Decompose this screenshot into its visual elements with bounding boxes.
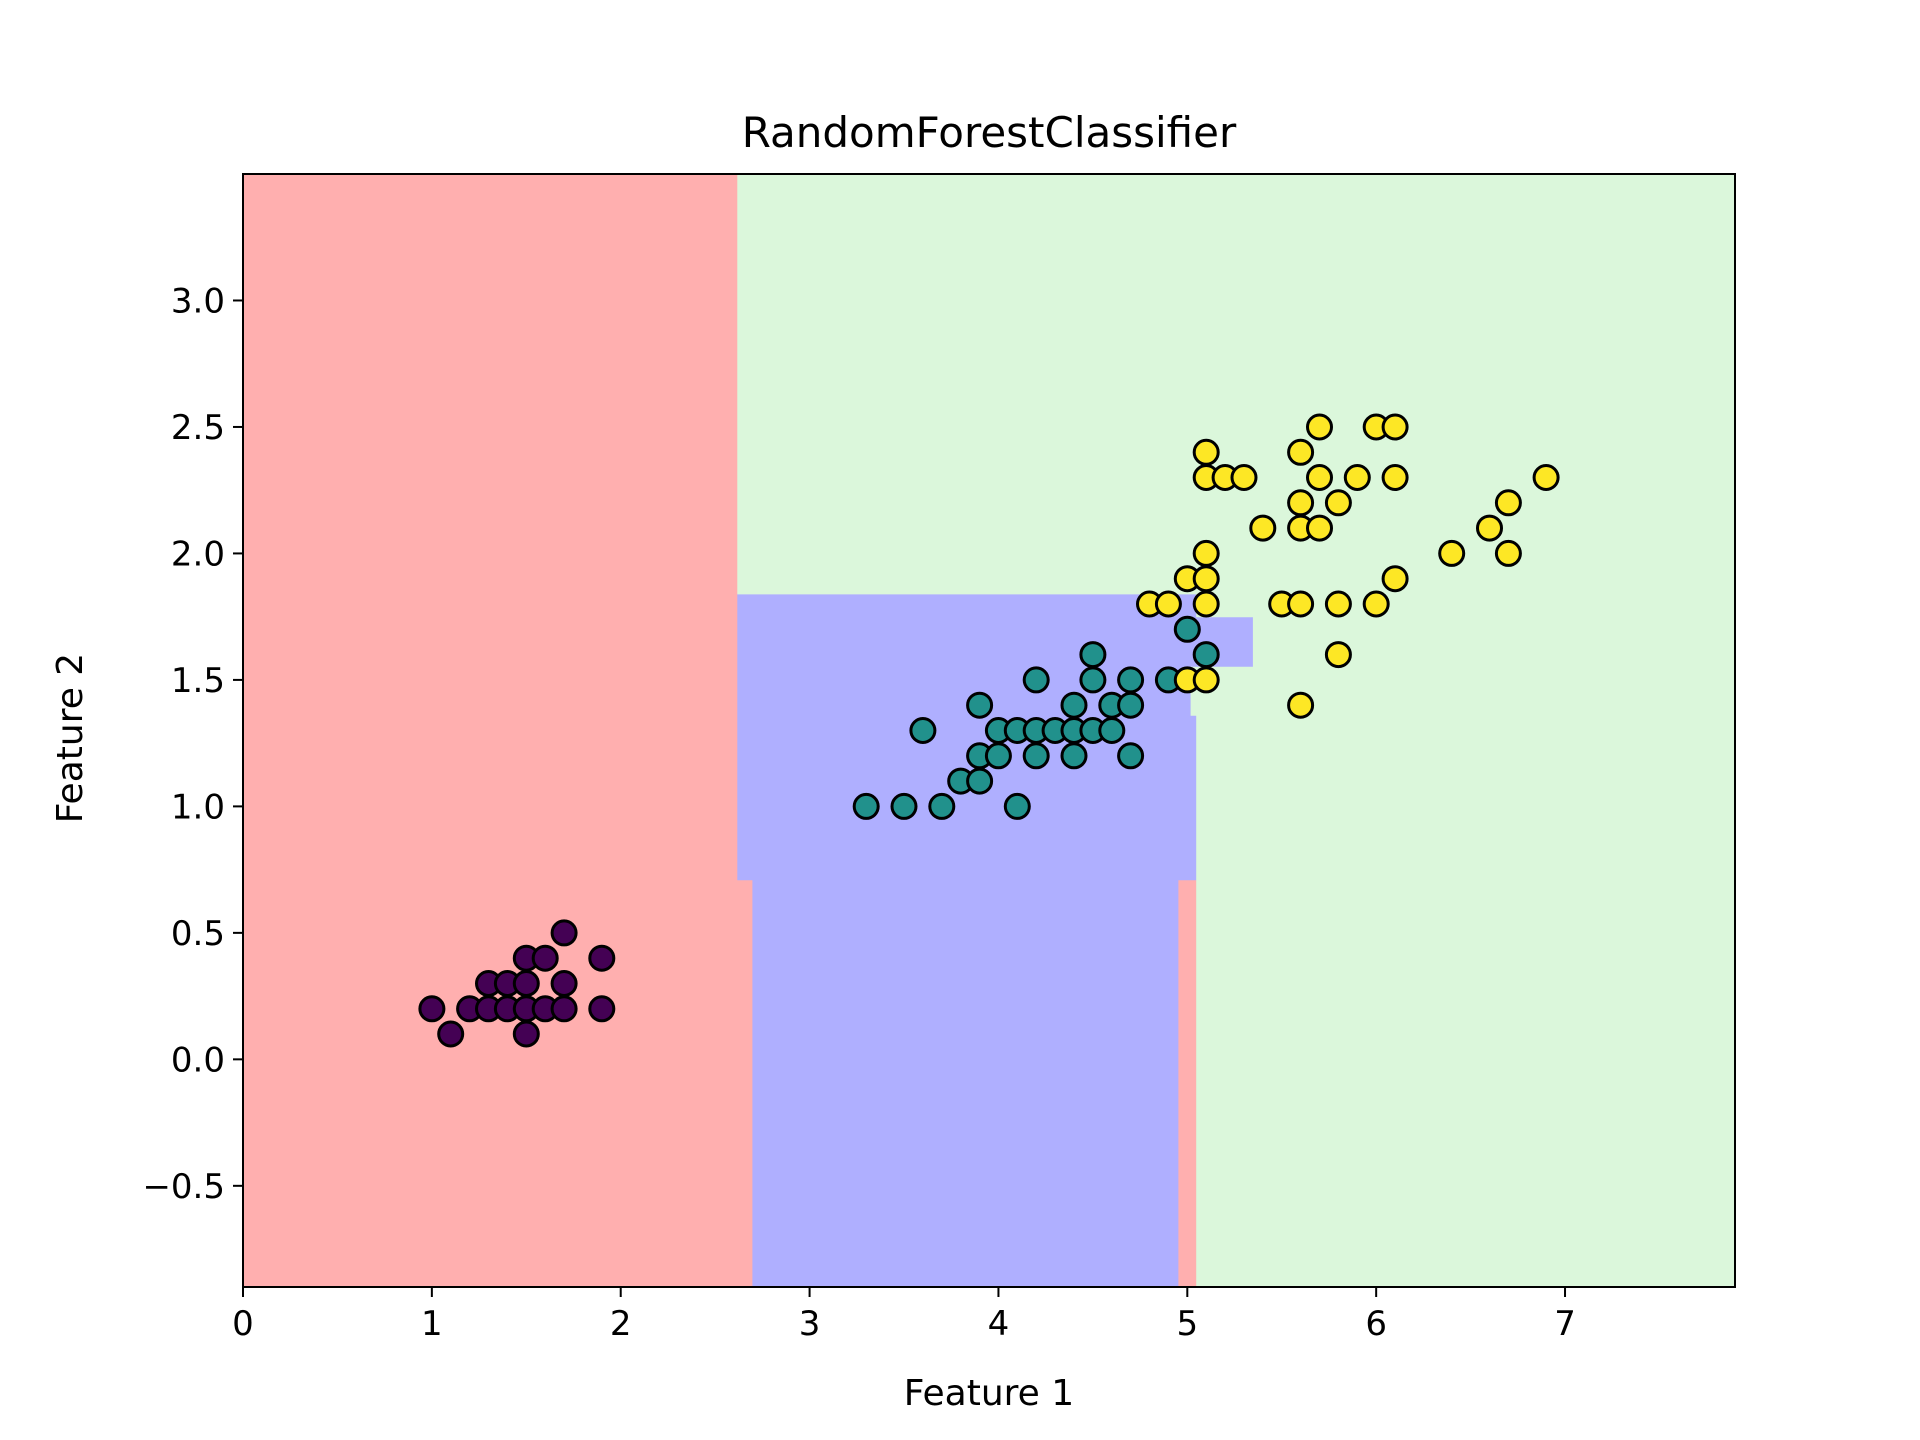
data-point-class-2 — [1287, 590, 1315, 618]
data-point-class-2 — [1381, 413, 1409, 441]
data-point-class-1 — [890, 792, 918, 820]
data-point-class-1 — [909, 717, 937, 744]
data-point-class-0 — [437, 1020, 465, 1048]
data-point-class-2 — [1324, 641, 1352, 669]
data-point-class-2 — [1287, 489, 1315, 517]
data-point-class-0 — [550, 970, 578, 997]
x-tick-label: 7 — [1554, 1304, 1576, 1344]
y-tick-label: 0.0 — [171, 1040, 225, 1080]
x-tick-label: 1 — [421, 1304, 443, 1344]
x-axis-label: Feature 1 — [904, 1373, 1074, 1414]
data-point-class-1 — [966, 691, 994, 719]
data-point-class-1 — [1098, 717, 1126, 744]
data-point-class-1 — [1192, 641, 1220, 669]
y-tick-label: 2.0 — [171, 534, 225, 574]
data-point-class-0 — [588, 995, 616, 1023]
data-point-class-0 — [512, 1020, 540, 1048]
decision-region-class-0 — [242, 173, 754, 1288]
data-point-class-1 — [966, 767, 994, 795]
y-tick-label: −0.5 — [142, 1167, 225, 1207]
data-point-class-1 — [1022, 666, 1050, 694]
x-tick-label: 5 — [1176, 1304, 1198, 1344]
data-point-class-1 — [1022, 742, 1050, 770]
data-point-class-2 — [1438, 539, 1466, 567]
x-axis: 0 1 2 3 4 5 6 7 — [232, 1287, 1576, 1344]
data-point-class-2 — [1324, 489, 1352, 517]
decision-region-class-1 — [737, 593, 1254, 1288]
data-point-class-1 — [1079, 641, 1107, 669]
plot-frame — [242, 173, 1736, 1288]
y-tick-label: 1.0 — [171, 787, 225, 827]
data-point-class-1 — [1060, 691, 1088, 719]
data-point-class-2 — [1192, 666, 1220, 694]
x-tick-label: 6 — [1365, 1304, 1387, 1344]
data-point-class-2 — [1381, 565, 1409, 593]
data-point-class-2 — [1494, 539, 1522, 567]
data-point-class-2 — [1192, 565, 1220, 593]
decision-region-class-0 — [1177, 879, 1198, 1288]
y-axis-label: Feature 2 — [50, 653, 91, 823]
data-point-class-0 — [418, 995, 446, 1023]
data-point-class-2 — [1287, 691, 1315, 719]
data-point-class-2 — [1476, 514, 1503, 542]
data-points — [418, 413, 1560, 1048]
decision-regions — [242, 173, 1736, 1288]
data-point-class-0 — [550, 919, 578, 947]
data-point-class-1 — [984, 742, 1012, 770]
data-point-class-2 — [1306, 413, 1333, 441]
data-point-class-1 — [928, 792, 956, 820]
data-point-class-2 — [1343, 464, 1371, 491]
data-point-class-2 — [1192, 539, 1220, 567]
data-point-class-2 — [1306, 514, 1333, 542]
data-point-class-1 — [1003, 792, 1031, 820]
data-point-class-1 — [1117, 666, 1145, 694]
chart-title: RandomForestClassifier — [742, 108, 1237, 157]
data-point-class-0 — [588, 944, 616, 972]
data-point-class-2 — [1249, 514, 1277, 542]
data-point-class-1 — [1079, 666, 1107, 694]
x-tick-label: 4 — [988, 1304, 1010, 1344]
data-point-class-2 — [1287, 438, 1315, 466]
data-point-class-2 — [1192, 438, 1220, 466]
data-point-class-0 — [531, 944, 559, 972]
data-point-class-2 — [1306, 464, 1333, 491]
data-point-class-2 — [1381, 464, 1409, 491]
data-point-class-0 — [512, 970, 540, 997]
y-axis: −0.5 0.0 0.5 1.0 1.5 2.0 2.5 3.0 — [142, 281, 243, 1207]
data-point-class-2 — [1362, 590, 1390, 618]
data-point-class-0 — [550, 995, 578, 1023]
data-point-class-2 — [1324, 590, 1352, 618]
y-tick-label: 3.0 — [171, 281, 225, 321]
data-point-class-1 — [1117, 742, 1145, 770]
data-point-class-1 — [852, 792, 880, 820]
y-tick-label: 1.5 — [171, 661, 225, 701]
y-tick-label: 2.5 — [171, 408, 225, 448]
data-point-class-2 — [1532, 464, 1560, 491]
data-point-class-2 — [1230, 464, 1258, 491]
y-tick-label: 0.5 — [171, 914, 225, 954]
x-tick-label: 2 — [610, 1304, 632, 1344]
data-point-class-2 — [1494, 489, 1522, 517]
x-tick-label: 3 — [799, 1304, 821, 1344]
x-tick-label: 0 — [232, 1304, 254, 1344]
data-point-class-1 — [1117, 691, 1145, 719]
data-point-class-2 — [1154, 590, 1182, 618]
data-point-class-1 — [1173, 615, 1201, 643]
data-point-class-2 — [1192, 590, 1220, 618]
data-point-class-1 — [1060, 742, 1088, 770]
